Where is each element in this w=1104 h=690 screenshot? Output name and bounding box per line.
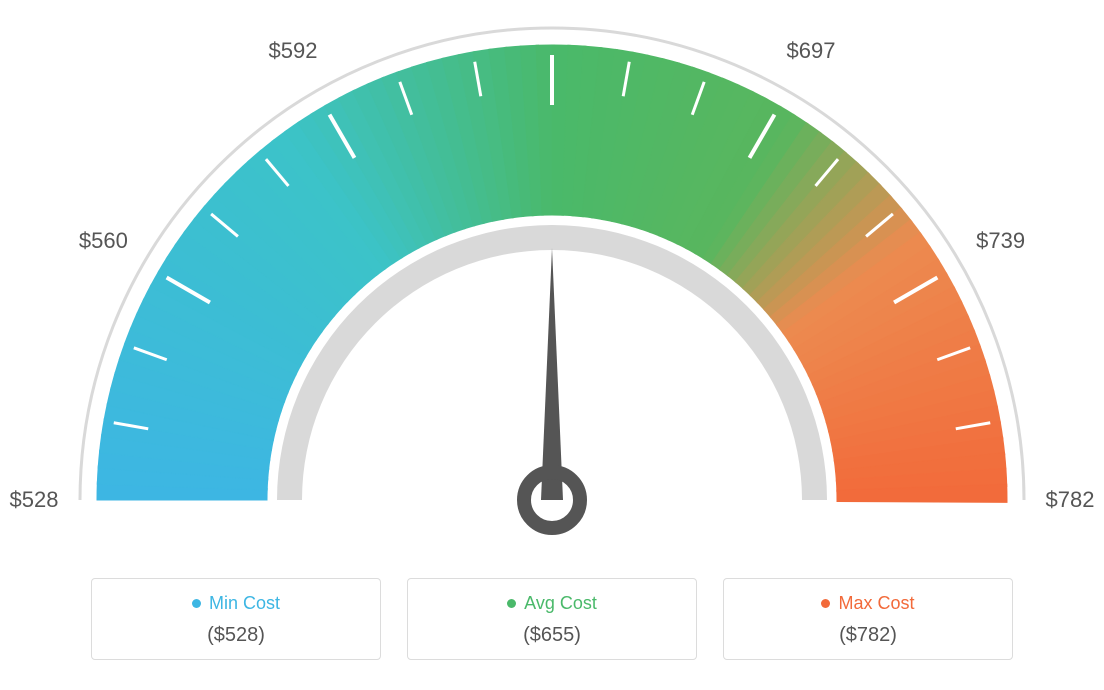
legend-label-avg: Avg Cost	[524, 593, 597, 614]
legend-label-min: Min Cost	[209, 593, 280, 614]
legend-value-avg: ($655)	[408, 624, 696, 647]
legend-title-avg: Avg Cost	[507, 593, 597, 614]
legend-value-min: ($528)	[92, 624, 380, 647]
gauge-tick-label: $528	[10, 487, 59, 513]
legend-label-max: Max Cost	[838, 593, 914, 614]
gauge-tick-label: $739	[976, 228, 1025, 254]
legend-box-avg: Avg Cost ($655)	[407, 578, 697, 660]
dot-icon	[192, 599, 201, 608]
legend-title-min: Min Cost	[192, 593, 280, 614]
legend-box-max: Max Cost ($782)	[723, 578, 1013, 660]
cost-gauge-chart: $528$560$592$655$697$739$782	[0, 0, 1104, 580]
legend: Min Cost ($528) Avg Cost ($655) Max Cost…	[91, 578, 1013, 660]
gauge-svg	[0, 0, 1104, 580]
gauge-tick-label: $782	[1046, 487, 1095, 513]
legend-box-min: Min Cost ($528)	[91, 578, 381, 660]
gauge-tick-label: $697	[787, 38, 836, 64]
gauge-tick-label: $560	[79, 228, 128, 254]
dot-icon	[821, 599, 830, 608]
legend-value-max: ($782)	[724, 624, 1012, 647]
gauge-tick-label: $592	[269, 38, 318, 64]
dot-icon	[507, 599, 516, 608]
legend-title-max: Max Cost	[821, 593, 914, 614]
